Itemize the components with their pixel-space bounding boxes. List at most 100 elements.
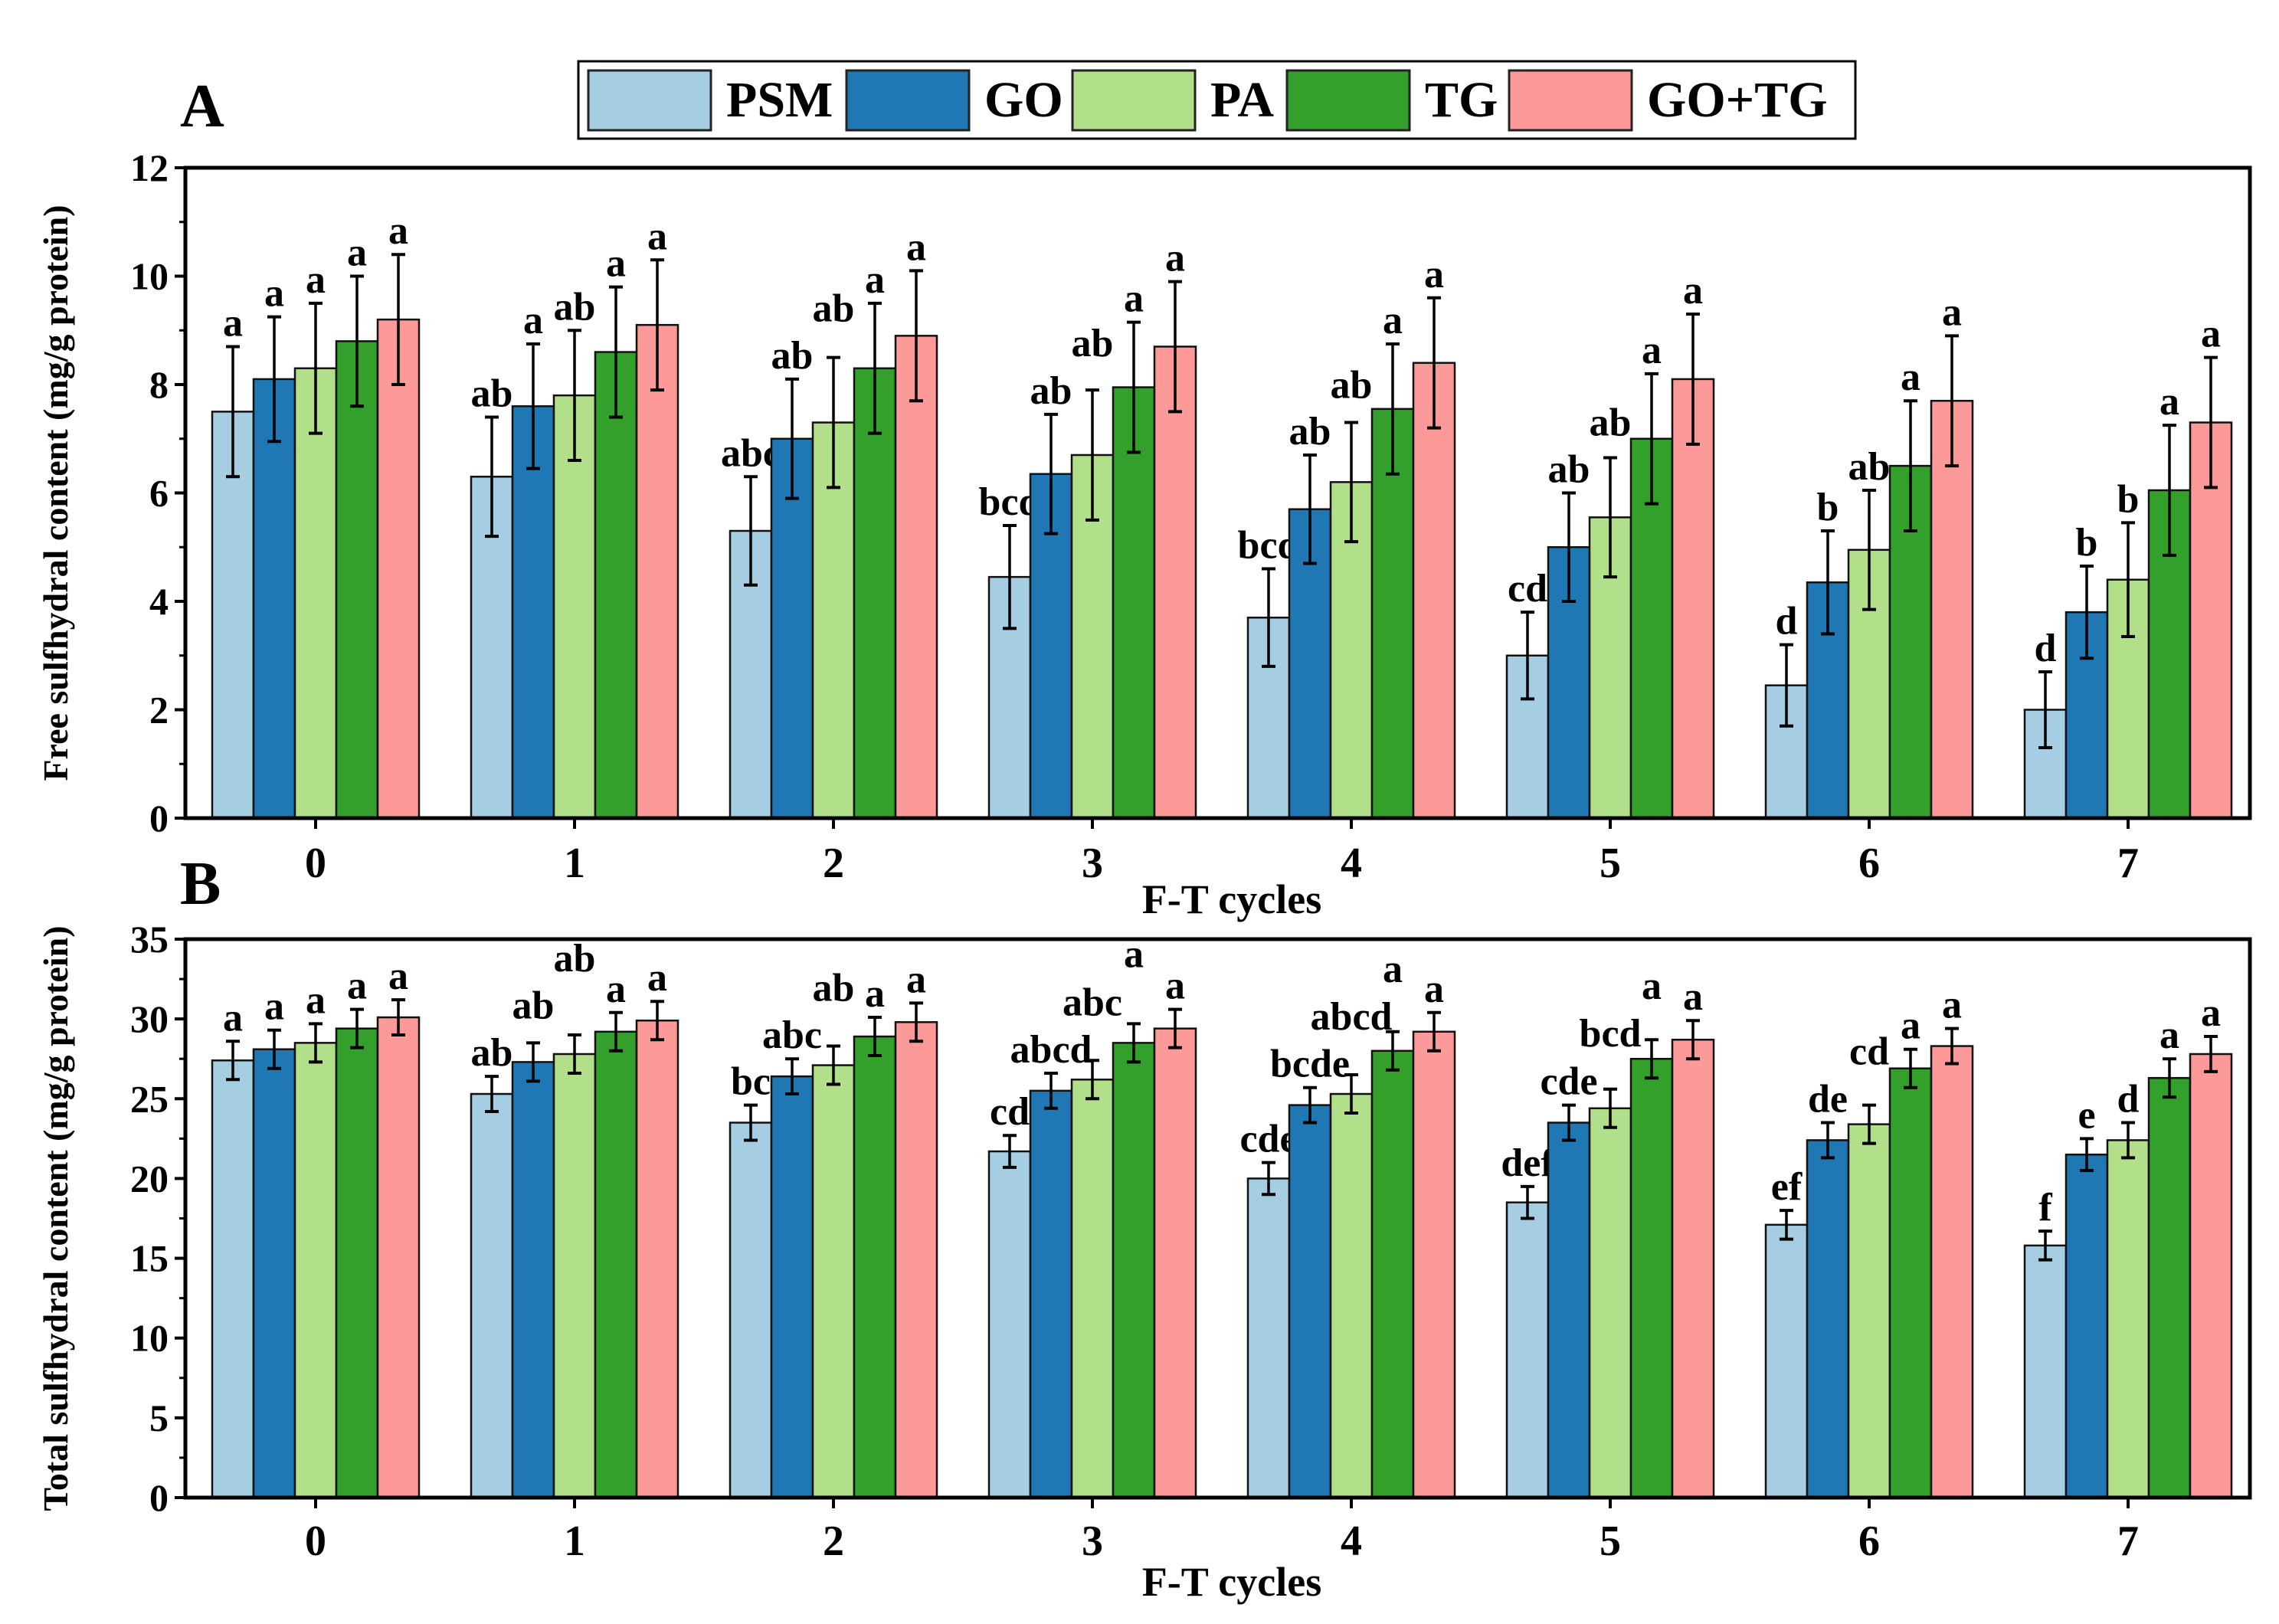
bar-psm bbox=[2023, 1244, 2068, 1499]
y-tick-label: 6 bbox=[149, 472, 169, 515]
bar-go+tg bbox=[635, 1019, 679, 1499]
significance-letter: a bbox=[306, 978, 326, 1022]
significance-letter: a bbox=[2159, 1013, 2179, 1057]
significance-letter: a bbox=[906, 225, 926, 269]
y-tick-label: 0 bbox=[149, 797, 169, 840]
significance-letter: a bbox=[606, 242, 626, 286]
y-tick-label: 2 bbox=[149, 689, 169, 732]
significance-letter: ab bbox=[471, 1031, 513, 1075]
legend-swatch-go+tg bbox=[1508, 69, 1633, 132]
legend: PSM GO PA TG GO+TG bbox=[577, 60, 1857, 140]
y-axis-title: Total sulfhydral content (mg/g protein) bbox=[36, 925, 75, 1511]
significance-letter: de bbox=[1808, 1078, 1848, 1121]
significance-letter: e bbox=[2078, 1093, 2095, 1137]
legend-label-go+tg: GO+TG bbox=[1647, 72, 1828, 128]
bar-go bbox=[252, 378, 296, 820]
y-tick-label: 4 bbox=[149, 580, 169, 623]
bar-psm bbox=[987, 1150, 1032, 1499]
significance-letter: a bbox=[1424, 253, 1444, 296]
significance-letter: b bbox=[1817, 486, 1839, 529]
significance-letter: ab bbox=[1548, 448, 1590, 492]
significance-letter: a bbox=[264, 985, 284, 1029]
bar-tg bbox=[594, 351, 638, 820]
bar-psm bbox=[1764, 1223, 1809, 1499]
y-tick-label: 5 bbox=[149, 1396, 169, 1439]
bar-psm bbox=[1246, 1177, 1291, 1499]
significance-letter: bcd bbox=[1580, 1012, 1642, 1056]
bar-go+tg bbox=[376, 1016, 421, 1499]
bar-tg bbox=[1112, 1042, 1156, 1499]
bar-go+tg bbox=[2189, 1053, 2233, 1499]
y-tick-label: 10 bbox=[130, 255, 169, 298]
x-tick-label: 5 bbox=[1600, 1518, 1621, 1565]
panel-label-b: B bbox=[180, 850, 221, 918]
significance-letter: a bbox=[347, 231, 367, 275]
significance-letter: a bbox=[865, 258, 885, 302]
significance-letter: ab bbox=[554, 937, 596, 981]
significance-letter: abcd bbox=[1311, 995, 1393, 1039]
bar-pa bbox=[293, 367, 338, 820]
y-tick-label: 30 bbox=[130, 997, 169, 1040]
x-tick-label: 1 bbox=[564, 1518, 585, 1565]
y-tick-label: 12 bbox=[130, 146, 169, 189]
significance-letter: a bbox=[1901, 355, 1920, 399]
significance-letter: ab bbox=[512, 984, 555, 1027]
y-tick-label: 0 bbox=[149, 1476, 169, 1519]
panel-label-a: A bbox=[180, 73, 224, 140]
significance-letter: a bbox=[347, 964, 367, 1008]
significance-letter: cde bbox=[1540, 1060, 1597, 1104]
significance-letter: d bbox=[1776, 600, 1798, 643]
bar-tg bbox=[335, 1027, 379, 1499]
bar-go bbox=[1806, 1139, 1850, 1499]
legend-label-psm: PSM bbox=[726, 72, 833, 128]
bar-go bbox=[1029, 1089, 1073, 1499]
significance-letter: a bbox=[1942, 984, 1962, 1027]
x-tick-label: 1 bbox=[564, 840, 585, 887]
significance-letter: a bbox=[647, 956, 667, 1000]
significance-letter: ab bbox=[1848, 445, 1891, 489]
significance-letter: a bbox=[388, 209, 408, 253]
x-tick-label: 2 bbox=[823, 1518, 844, 1565]
bar-psm bbox=[729, 1121, 773, 1499]
x-tick-label: 4 bbox=[1341, 840, 1362, 887]
bar-pa bbox=[1070, 1079, 1115, 1499]
significance-letter: def bbox=[1501, 1141, 1554, 1185]
significance-letter: a bbox=[1942, 290, 1962, 334]
significance-letter: b bbox=[2076, 521, 2098, 565]
bar-tg bbox=[1370, 1049, 1415, 1499]
significance-letter: a bbox=[1383, 299, 1403, 342]
significance-letter: a bbox=[223, 996, 243, 1040]
significance-letter: d bbox=[2035, 627, 2057, 670]
x-tick-label: 0 bbox=[305, 840, 326, 887]
bar-pa bbox=[1329, 1092, 1374, 1499]
bar-pa bbox=[1588, 1107, 1632, 1499]
significance-letter: ef bbox=[1771, 1165, 1803, 1209]
significance-letter: ab bbox=[771, 334, 814, 378]
significance-letter: a bbox=[865, 972, 885, 1016]
significance-letter: abc bbox=[1063, 981, 1122, 1024]
significance-letter: a bbox=[1383, 948, 1403, 991]
significance-letter: cde bbox=[1239, 1118, 1297, 1161]
y-tick-label: 15 bbox=[130, 1237, 169, 1280]
significance-letter: a bbox=[1642, 329, 1662, 372]
plot-frame bbox=[183, 937, 2252, 1500]
bar-pa bbox=[811, 1064, 856, 1499]
bar-psm bbox=[470, 1092, 514, 1499]
significance-letter: f bbox=[2038, 1186, 2052, 1229]
bar-go+tg bbox=[1671, 1038, 1715, 1499]
y-tick-label: 20 bbox=[130, 1157, 169, 1200]
legend-swatch-pa bbox=[1071, 69, 1197, 132]
y-axis-title: Free sulfhydral content (mg/g protein) bbox=[36, 205, 75, 781]
significance-letter: a bbox=[2159, 380, 2179, 424]
x-tick-label: 7 bbox=[2117, 840, 2139, 887]
x-axis-title: F-T cycles bbox=[1142, 876, 1321, 922]
x-tick-label: 5 bbox=[1600, 840, 1621, 887]
bar-go+tg bbox=[635, 323, 679, 820]
legend-label-tg: TG bbox=[1425, 72, 1498, 128]
significance-letter: ab bbox=[813, 287, 855, 331]
x-tick-label: 6 bbox=[1858, 1518, 1880, 1565]
bar-tg bbox=[853, 1035, 897, 1499]
significance-letter: a bbox=[1901, 1004, 1920, 1048]
bar-pa bbox=[293, 1042, 338, 1499]
